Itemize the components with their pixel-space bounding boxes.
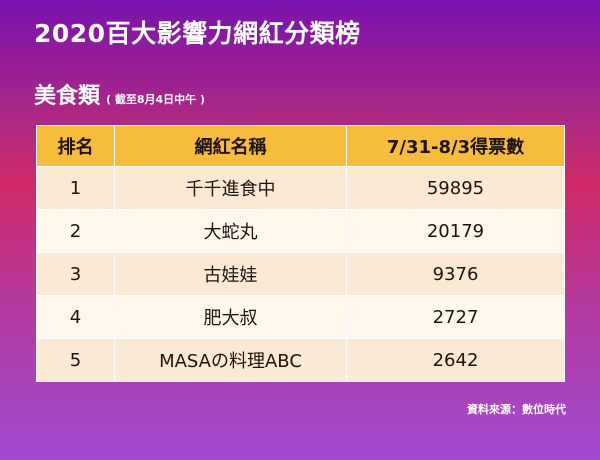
- votes-cell: 9376: [346, 252, 565, 296]
- votes-cell: 2642: [346, 338, 565, 382]
- column-header-rank: 排名: [36, 125, 115, 167]
- table-row: 2 大蛇丸 20179: [36, 209, 565, 253]
- column-header-name: 網紅名稱: [114, 125, 347, 167]
- votes-cell: 59895: [346, 166, 565, 210]
- rank-cell: 1: [36, 166, 115, 210]
- page-title: 2020百大影響力網紅分類榜: [34, 19, 361, 48]
- rank-cell: 5: [36, 338, 115, 382]
- ranking-table: 排名 網紅名稱 7/31-8/3得票數 1 千千進食中 59895 2 大蛇丸 …: [36, 125, 565, 382]
- category-subtitle: 美食類: [34, 84, 101, 109]
- column-header-votes: 7/31-8/3得票數: [346, 125, 565, 167]
- name-cell: 大蛇丸: [114, 209, 347, 253]
- votes-cell: 2727: [346, 295, 565, 339]
- name-cell: 肥大叔: [114, 295, 347, 339]
- rank-cell: 3: [36, 252, 115, 296]
- subtitle-block: 美食類 ( 截至8月4日中午 ): [34, 78, 205, 110]
- table-header-row: 排名 網紅名稱 7/31-8/3得票數: [36, 125, 565, 167]
- rank-cell: 2: [36, 209, 115, 253]
- name-cell: 千千進食中: [114, 166, 347, 210]
- timestamp-note: ( 截至8月4日中午 ): [106, 93, 206, 106]
- rank-cell: 4: [36, 295, 115, 339]
- table-row: 3 古娃娃 9376: [36, 252, 565, 296]
- table-row: 4 肥大叔 2727: [36, 295, 565, 339]
- votes-cell: 20179: [346, 209, 565, 253]
- source-credit: 資料來源：數位時代: [467, 403, 566, 416]
- name-cell: MASAの料理ABC: [114, 338, 347, 382]
- name-cell: 古娃娃: [114, 252, 347, 296]
- table-row: 1 千千進食中 59895: [36, 166, 565, 210]
- table-row: 5 MASAの料理ABC 2642: [36, 338, 565, 382]
